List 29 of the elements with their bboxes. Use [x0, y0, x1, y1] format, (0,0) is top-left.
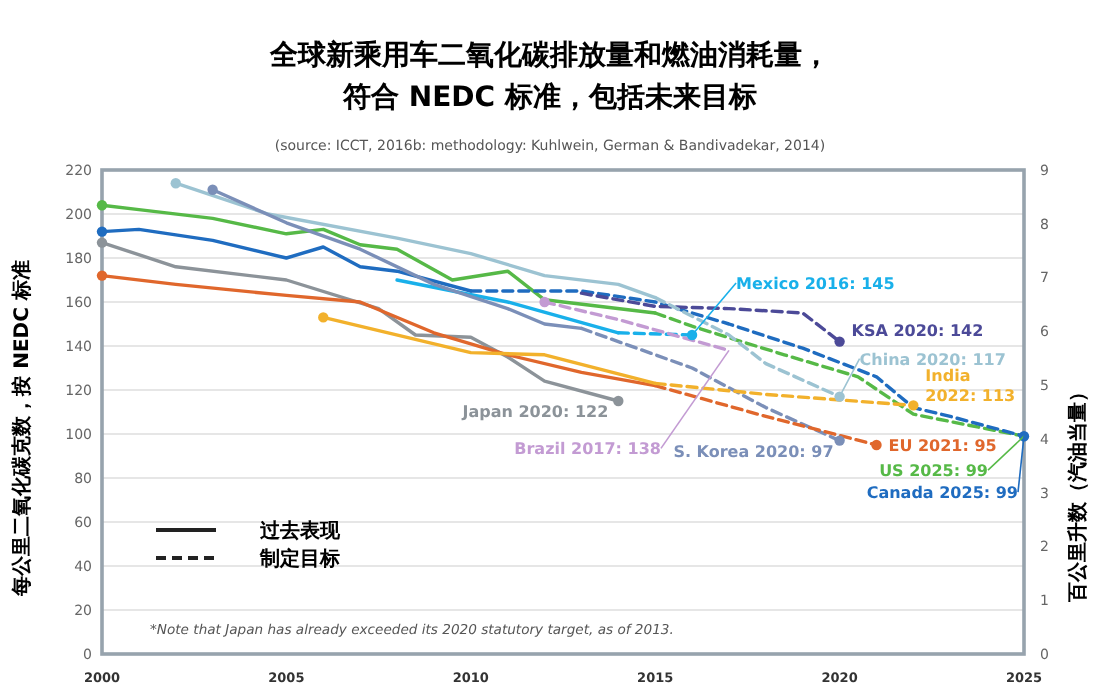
annotation: EU 2021: 95: [888, 437, 998, 455]
point: [96, 270, 108, 281]
annotation: US 2025: 99: [879, 462, 989, 481]
annotation: S. Korea 2020: 97: [673, 442, 834, 461]
annotation: Japan 2020: 122: [460, 403, 609, 421]
point: [908, 400, 919, 411]
point: [613, 395, 624, 407]
annotation: 制定目标: [258, 547, 340, 571]
annotation: 过去表现: [258, 519, 342, 543]
point: [871, 439, 882, 451]
line-series: [579, 291, 842, 344]
y2-axis-title: 百公里升数（汽油当量）: [1066, 382, 1090, 604]
point: [170, 178, 181, 189]
point: [834, 435, 845, 446]
point: [207, 184, 218, 195]
point: [834, 336, 845, 347]
annotation: Brazil 2017: 138: [514, 440, 662, 459]
annotation: India 2022: 113: [925, 367, 1016, 406]
point: [539, 296, 550, 308]
y-axis-title: 每公里二氧化碳克数，按 NEDC 标准: [10, 260, 34, 598]
annotation: Mexico 2016: 145: [736, 275, 896, 293]
annotation: Canada 2025: 99: [866, 484, 1019, 503]
annotation: KSA 2020: 142: [851, 321, 984, 340]
chart-title: 全球新乘用车二氧化碳排放量和燃油消耗量，符合 NEDC 标准，包括未来目标: [268, 38, 830, 114]
point: [318, 312, 329, 323]
point: [96, 226, 108, 237]
point: [96, 237, 108, 248]
point: [96, 200, 108, 211]
annotation: China 2020: 117: [859, 350, 1006, 369]
